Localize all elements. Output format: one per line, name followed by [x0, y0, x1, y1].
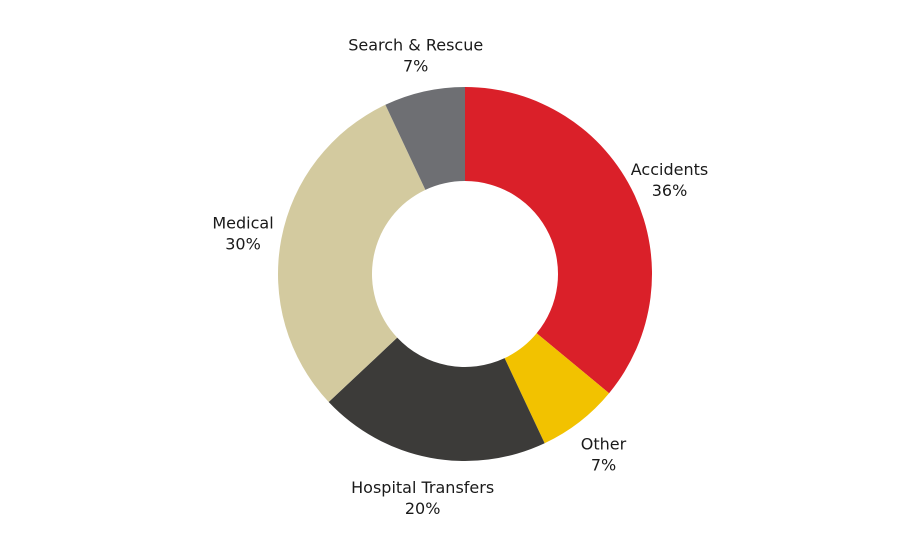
percent-label: 7%	[591, 456, 616, 475]
category-label: Hospital Transfers	[351, 478, 494, 497]
slice-label: Medical 30%	[212, 214, 273, 254]
percent-label: 36%	[652, 181, 688, 200]
slice-accidents	[465, 87, 653, 394]
percent-label: 20%	[405, 499, 441, 518]
slice-label: Other 7%	[581, 435, 627, 475]
category-label: Other	[581, 435, 627, 454]
percent-label: 30%	[225, 235, 261, 254]
category-label: Search & Rescue	[348, 35, 483, 54]
slice-label: Accidents 36%	[631, 160, 708, 200]
slice-hospital-transfers	[328, 337, 545, 461]
slice-search-rescue	[385, 87, 465, 190]
category-label: Medical	[212, 214, 273, 233]
slice-other	[504, 333, 610, 444]
category-label: Accidents	[631, 160, 708, 179]
slice-medical	[278, 104, 426, 403]
percent-label: 7%	[403, 56, 428, 75]
slice-label: Hospital Transfers 20%	[351, 478, 494, 518]
slice-label: Search & Rescue 7%	[348, 35, 483, 75]
